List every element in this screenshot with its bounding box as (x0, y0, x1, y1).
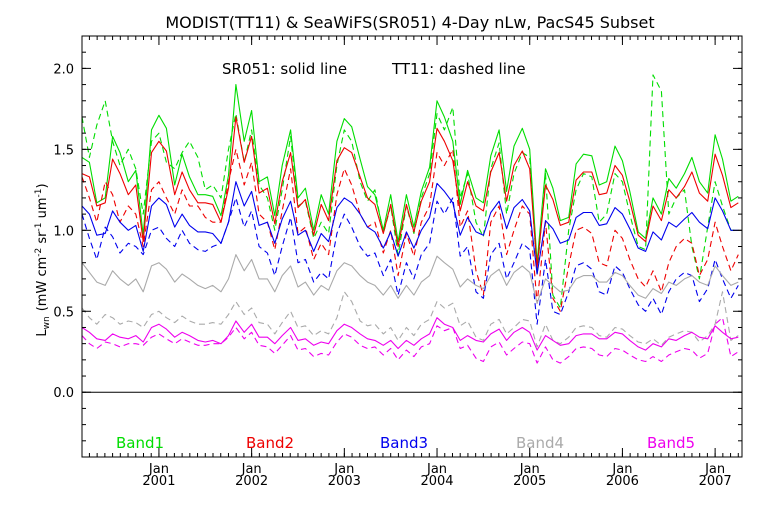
legend-item-band4: Band4 (516, 434, 564, 452)
x-tick-year-label: 2007 (699, 474, 732, 489)
y-axis-label-exp3: -1 (34, 188, 44, 197)
x-tick-year-label: 2005 (513, 474, 546, 489)
y-axis-label-main: L (35, 329, 50, 337)
series-line-band2 (81, 116, 739, 269)
x-tick-year-label: 2002 (235, 474, 268, 489)
x-tick-month-label: Jan (426, 462, 447, 477)
y-axis-label-sub: wn (42, 316, 52, 329)
x-tick-month-label: Jan (704, 462, 725, 477)
y-axis-label-close: ) (35, 183, 50, 188)
annotation-solid: SR051: solid line (222, 60, 347, 78)
legend-item-band5: Band5 (647, 434, 695, 452)
x-tick-year-label: 2001 (142, 474, 175, 489)
legend-item-band3: Band3 (380, 434, 428, 452)
annotation-dashed: TT11: dashed line (391, 60, 526, 78)
y-tick-label: 0.0 (53, 386, 74, 401)
series-line-band5 (81, 317, 739, 351)
y-tick-label: 1.5 (53, 143, 74, 158)
series-line-band1 (81, 84, 739, 264)
y-axis-label-mid2: um (35, 197, 50, 222)
x-tick-month-label: Jan (333, 462, 354, 477)
y-axis-label-exp2: -1 (34, 223, 44, 232)
y-axis-label-exp1: -2 (34, 248, 44, 257)
y-axis-label-mid: sr (35, 231, 50, 248)
series-line-band3 (81, 181, 739, 275)
series-line-band2-tt11 (81, 148, 739, 312)
y-axis-label-open: (mW cm (35, 257, 50, 312)
x-tick-month-label: Jan (148, 462, 169, 477)
plot-area: 0.00.51.01.52.0Jan2001Jan2002Jan2003Jan2… (53, 35, 743, 489)
x-tick-year-label: 2004 (420, 474, 453, 489)
y-axis-label: Lwn(mW cm-2 sr-1 um-1) (34, 183, 52, 336)
x-tick-month-label: Jan (611, 462, 632, 477)
y-tick-label: 2.0 (53, 62, 74, 77)
y-tick-label: 1.0 (53, 224, 74, 239)
x-tick-month-label: Jan (241, 462, 262, 477)
series-line-band1-tt11 (81, 74, 739, 309)
y-tick-label: 0.5 (53, 305, 74, 320)
chart-title: MODIST(TT11) & SeaWiFS(SR051) 4-Day nLw,… (165, 13, 654, 32)
x-tick-year-label: 2003 (328, 474, 361, 489)
legend-item-band1: Band1 (116, 434, 164, 452)
series-line-band4-tt11 (81, 291, 739, 348)
x-tick-year-label: 2006 (606, 474, 639, 489)
legend-item-band2: Band2 (246, 434, 294, 452)
series-line-band4 (81, 254, 739, 304)
series-line-band3-tt11 (81, 197, 739, 325)
x-tick-month-label: Jan (519, 462, 540, 477)
